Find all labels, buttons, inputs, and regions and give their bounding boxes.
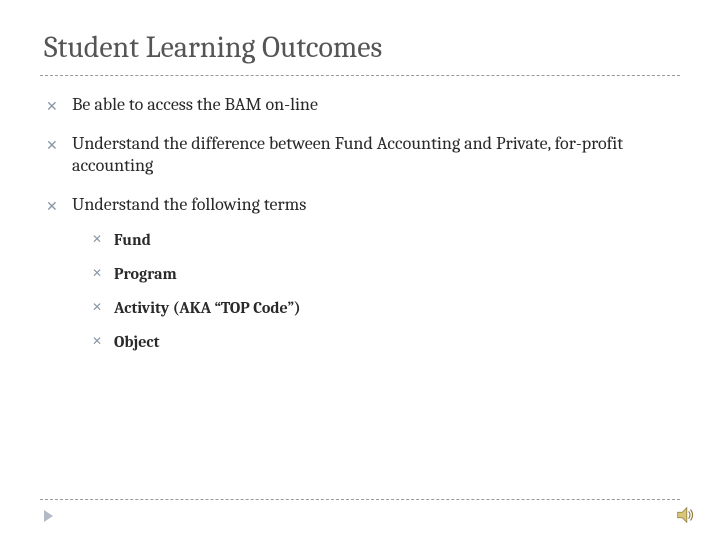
bullet-arrow-icon: ✕ — [46, 198, 58, 216]
list-item-text: Program — [114, 265, 177, 283]
bullet-list: ✕ Be able to access the BAM on-line ✕ Un… — [40, 94, 680, 352]
bullet-arrow-icon: ✕ — [92, 232, 102, 247]
slide: Student Learning Outcomes ✕ Be able to a… — [0, 0, 720, 540]
list-item-text: Fund — [114, 231, 151, 249]
list-item: ✕ Fund — [92, 230, 680, 250]
list-item-text: Activity (AKA “TOP Code”) — [114, 299, 301, 317]
bullet-arrow-icon: ✕ — [92, 266, 102, 281]
bullet-arrow-icon: ✕ — [92, 300, 102, 315]
page-title: Student Learning Outcomes — [40, 30, 680, 65]
list-item: ✕ Program — [92, 264, 680, 284]
sound-icon — [674, 504, 696, 526]
list-item-text: Understand the difference between Fund A… — [72, 133, 623, 177]
list-item: ✕ Understand the difference between Fund… — [46, 133, 680, 178]
list-item-text: Understand the following terms — [72, 194, 306, 215]
list-item: ✕ Object — [92, 332, 680, 352]
divider-top — [40, 75, 680, 76]
list-item-text: Be able to access the BAM on-line — [72, 94, 318, 115]
divider-bottom — [40, 499, 680, 500]
bullet-arrow-icon: ✕ — [92, 334, 102, 349]
list-item: ✕ Activity (AKA “TOP Code”) — [92, 298, 680, 318]
list-item: ✕ Understand the following terms ✕ Fund … — [46, 194, 680, 353]
bullet-arrow-icon: ✕ — [46, 98, 58, 116]
list-item: ✕ Be able to access the BAM on-line — [46, 94, 680, 117]
sub-bullet-list: ✕ Fund ✕ Program ✕ Activity (AKA “TOP Co… — [72, 230, 680, 352]
footer-arrow-icon — [44, 510, 53, 522]
list-item-text: Object — [114, 333, 159, 351]
bullet-arrow-icon: ✕ — [46, 137, 58, 155]
